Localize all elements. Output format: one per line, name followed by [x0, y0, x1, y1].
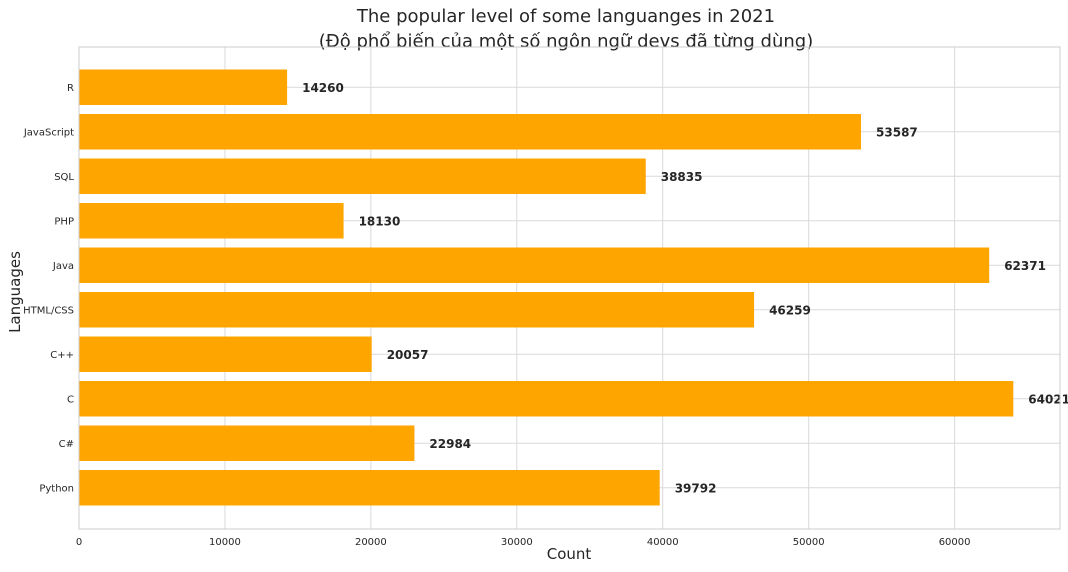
y-tick-label: C++	[50, 350, 74, 361]
value-label: 62371	[1004, 259, 1046, 273]
bar-sql	[79, 158, 646, 194]
value-label: 38835	[661, 170, 703, 184]
y-tick-label: C	[67, 394, 74, 405]
x-tick-label: 40000	[647, 537, 679, 548]
y-tick-label: PHP	[54, 216, 74, 227]
value-label: 46259	[769, 303, 811, 317]
y-tick-label: HTML/CSS	[23, 305, 74, 316]
x-tick-label: 50000	[793, 537, 825, 548]
bar-javascript	[79, 114, 862, 150]
bar-c	[79, 381, 1014, 417]
y-tick-label: Java	[52, 261, 74, 272]
x-tick-label: 10000	[209, 537, 241, 548]
y-tick-label: R	[67, 83, 74, 94]
bar-php	[79, 203, 344, 239]
x-axis-label: Count	[547, 545, 592, 563]
value-labels: 39792 22984 64021 20057 46259 62371 18130 38835…	[302, 81, 1068, 496]
y-tick-label: JavaScript	[23, 127, 74, 138]
plot-frame	[78, 46, 1061, 530]
value-label: 39792	[675, 481, 717, 495]
bar-html-css	[79, 292, 755, 328]
chart-title-line-1: The popular level of some languanges in …	[356, 6, 775, 27]
y-tick-label: SQL	[54, 172, 74, 183]
y-tick-labels: Python C# C C++ HTML/CSS Java PHP SQL JavaScript…	[23, 83, 75, 495]
value-label: 20057	[387, 348, 429, 362]
y-tick-label: Python	[39, 483, 74, 494]
bars	[79, 69, 1014, 506]
bar-python	[79, 470, 660, 506]
x-tick-label: 30000	[501, 537, 533, 548]
value-label: 18130	[359, 214, 401, 228]
y-tick-label: C#	[59, 439, 74, 450]
value-label: 22984	[429, 437, 471, 451]
x-tick-labels: 0 10000 20000 30000 40000 50000 60000	[76, 537, 971, 548]
bar-cplusplus	[79, 336, 372, 372]
x-tick-label: 20000	[355, 537, 387, 548]
value-label: 64021	[1028, 392, 1068, 406]
bar-r	[79, 69, 288, 105]
value-label: 53587	[876, 125, 918, 139]
x-tick-label: 0	[76, 537, 82, 548]
value-label: 14260	[302, 81, 344, 95]
y-axis-label: Languages	[6, 251, 24, 333]
bar-csharp	[79, 425, 415, 461]
chart-title-line-2: (Độ phổ biến của một số ngôn ngữ devs đã…	[319, 31, 813, 52]
bar-java	[79, 247, 990, 283]
x-tick-label: 60000	[939, 537, 971, 548]
